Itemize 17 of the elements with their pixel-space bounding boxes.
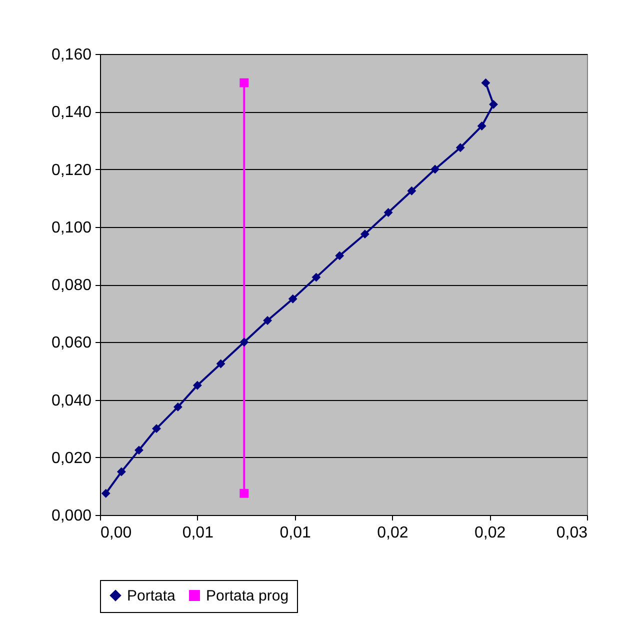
x-tick-label: 0,00 [100,524,132,542]
y-tick-label: 0,120 [51,162,92,179]
y-tick-label: 0,080 [51,277,92,294]
y-tick-label: 0,100 [51,219,92,236]
legend-label: Portata [127,588,176,605]
legend-label: Portata prog [206,588,289,605]
y-tick-label: 0,140 [51,104,92,122]
x-tick-label: 0,02 [474,524,506,542]
x-tick-label: 0,01 [280,524,311,542]
x-tick-label: 0,03 [556,524,588,542]
x-tick-label: 0,02 [377,524,408,542]
x-tick-label: 0,01 [182,524,214,542]
y-tick-label: 0,160 [51,46,92,64]
y-tick-label: 0,020 [51,450,92,467]
y-tick-label: 0,060 [51,334,92,352]
y-tick-label: 0,000 [51,508,92,524]
y-tick-label: 0,040 [51,392,92,410]
